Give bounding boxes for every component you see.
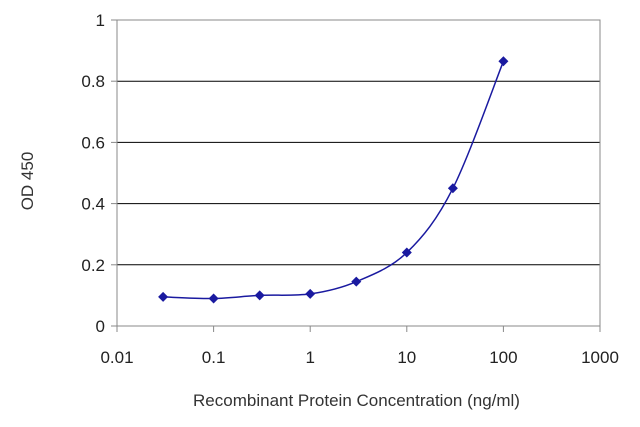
data-point: [254, 290, 265, 301]
x-axis-label: Recombinant Protein Concentration (ng/ml…: [193, 391, 520, 410]
data-point: [498, 56, 509, 67]
y-tick-label: 0: [96, 317, 105, 336]
y-tick-label: 1: [96, 11, 105, 30]
y-tick-label: 0.8: [81, 72, 105, 91]
series-curve: [163, 61, 505, 300]
plot-frame: [116, 19, 601, 327]
y-axis: 0 0.2 0.4 0.6 0.8 1: [81, 11, 117, 336]
data-point: [351, 276, 362, 287]
x-tick-label: 0.1: [202, 348, 226, 367]
x-tick-label: 1: [305, 348, 314, 367]
data-point: [208, 293, 219, 304]
grid-lines: [117, 80, 600, 266]
data-point: [447, 183, 458, 194]
x-axis: 0.01 0.1 1 10 100 1000: [100, 326, 619, 367]
data-point: [401, 247, 412, 258]
y-axis-label: OD 450: [18, 152, 37, 211]
y-tick-label: 0.6: [81, 133, 105, 152]
x-tick-label: 100: [489, 348, 517, 367]
data-point: [158, 291, 169, 302]
data-point: [305, 288, 316, 299]
series-markers: [158, 56, 509, 304]
x-tick-label: 0.01: [100, 348, 133, 367]
x-tick-label: 1000: [581, 348, 619, 367]
y-tick-label: 0.4: [81, 195, 105, 214]
x-tick-label: 10: [397, 348, 416, 367]
y-tick-label: 0.2: [81, 256, 105, 275]
